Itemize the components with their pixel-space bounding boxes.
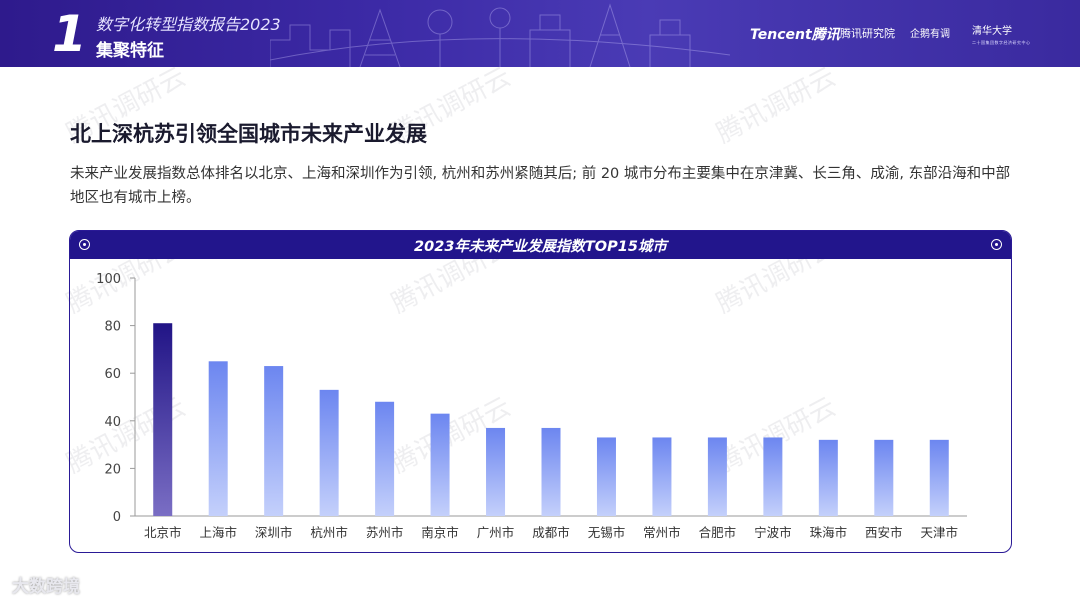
tencent-logo: Tencent腾讯 <box>750 27 840 43</box>
chart-panel: 2023年未来产业发展指数TOP15城市 0 20 40 60 80 100 北京市 上海市… <box>69 230 1012 553</box>
bar <box>707 437 727 516</box>
page-title: 北上深杭苏引领全国城市未来产业发展 <box>70 122 427 146</box>
watermark: 腾讯调研云 <box>711 61 841 150</box>
y-tick-label: 60 <box>104 367 121 382</box>
footer-brand-logo: 大数跨境 <box>12 577 80 597</box>
bar <box>375 401 395 516</box>
bar <box>264 366 284 516</box>
x-category-label: 宁波市 <box>754 525 792 540</box>
qiye-youdiao-logo: 企鹅有调 <box>910 29 950 40</box>
x-category-label: 杭州市 <box>310 525 348 540</box>
x-category-label: 合肥市 <box>699 525 737 540</box>
city-skyline-decoration <box>270 3 730 67</box>
bar <box>596 437 616 516</box>
report-title: 数字化转型指数报告2023 <box>96 15 281 34</box>
x-category-label: 北京市 <box>144 525 182 540</box>
bar <box>430 413 450 516</box>
tencent-research-logo: 腾讯研究院 <box>840 27 895 40</box>
x-category-label: 广州市 <box>477 525 515 540</box>
x-category-label: 南京市 <box>421 525 459 540</box>
y-tick-label: 40 <box>104 415 121 430</box>
chart-header-bar: 2023年未来产业发展指数TOP15城市 <box>70 231 1011 259</box>
bar <box>541 427 561 516</box>
section-number: 1 <box>52 5 87 63</box>
page-description: 未来产业发展指数总体排名以北京、上海和深圳作为引领, 杭州和苏州紧随其后; 前 … <box>70 166 1011 206</box>
x-category-label: 珠海市 <box>810 525 848 540</box>
chart-title: 2023年未来产业发展指数TOP15城市 <box>414 239 667 255</box>
x-category-label: 苏州市 <box>366 525 404 540</box>
y-tick-label: 100 <box>96 272 121 287</box>
tsinghua-logo-subtitle: 二十国集团数字经济研究中心 <box>972 40 1031 45</box>
bar <box>763 437 783 516</box>
x-category-label: 常州市 <box>643 525 681 540</box>
bullet-icon <box>79 239 90 250</box>
report-header: 1 数字化转型指数报告2023 集聚特征 Tencent腾讯 腾讯研究院 企鹅有… <box>0 0 1080 67</box>
bar <box>319 389 339 516</box>
bar <box>486 427 506 516</box>
y-tick-label: 0 <box>113 510 121 525</box>
x-category-label: 天津市 <box>921 525 959 540</box>
bar <box>153 323 173 516</box>
bar <box>652 437 672 516</box>
x-category-label: 成都市 <box>532 525 570 540</box>
bar <box>929 439 949 516</box>
bullet-icon <box>991 239 1002 250</box>
x-category-label: 无锡市 <box>588 525 626 540</box>
section-title: 集聚特征 <box>96 41 164 61</box>
bar-chart: 0 20 40 60 80 100 北京市 上海市 深圳市 杭州市 苏州市 南京市 广州市 成都市 无锡市… <box>96 272 967 540</box>
bar <box>208 361 228 516</box>
bar <box>874 439 894 516</box>
x-category-label: 深圳市 <box>255 525 293 540</box>
bar <box>818 439 838 516</box>
tsinghua-logo: 清华大学 <box>972 26 1012 37</box>
y-tick-label: 20 <box>104 462 121 477</box>
x-category-label: 西安市 <box>865 525 903 540</box>
x-category-label: 上海市 <box>199 525 237 540</box>
y-tick-label: 80 <box>104 320 121 335</box>
